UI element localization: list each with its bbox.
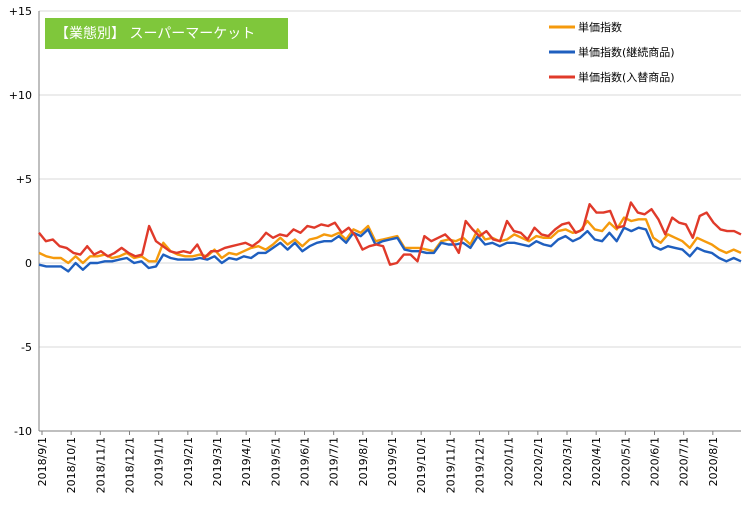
x-tick-label: 2020/6/1: [649, 437, 662, 486]
series-line-1: [38, 216, 742, 265]
title-badge: [45, 18, 288, 49]
x-tick-label: 2018/9/1: [36, 437, 49, 486]
x-tick-label: 2019/6/1: [299, 437, 312, 486]
x-tick-label: 2020/1/1: [503, 437, 516, 486]
legend-label-2: 単価指数(継続商品): [578, 45, 675, 59]
y-tick-label: -5: [21, 341, 32, 354]
x-tick-labels: 2018/9/1 2018/10/1 2018/11/1 2018/12/1 2019/…: [36, 431, 720, 493]
series-line-2: [38, 226, 742, 273]
x-tick-label: 2019/12/1: [474, 437, 487, 493]
x-tick-label: 2019/8/1: [357, 437, 370, 486]
x-tick-label: 2020/5/1: [619, 437, 632, 486]
x-tick-label: 2019/9/1: [386, 437, 399, 486]
x-tick-label: 2019/1/1: [153, 437, 166, 486]
x-tick-label: 2019/2/1: [182, 437, 195, 486]
series-lines: [38, 201, 742, 273]
legend-label-1: 単価指数: [578, 20, 622, 34]
x-tick-label: 2019/7/1: [328, 437, 341, 486]
y-tick-label: +10: [9, 89, 32, 102]
y-tick-labels: +15 +10 +5 0 -5 -10: [9, 5, 32, 438]
x-tick-label: 2018/12/1: [124, 437, 137, 493]
x-tick-label: 2018/11/1: [94, 437, 107, 493]
series-line-3: [38, 201, 742, 266]
x-tick-label: 2020/3/1: [561, 437, 574, 486]
x-tick-label: 2019/5/1: [269, 437, 282, 486]
x-tick-label: 2019/11/1: [444, 437, 457, 493]
x-tick-label: 2020/4/1: [590, 437, 603, 486]
x-tick-label: 2020/8/1: [707, 437, 720, 486]
y-tick-label: +5: [16, 173, 32, 186]
y-tick-label: +15: [9, 5, 32, 18]
x-tick-label: 2020/7/1: [678, 437, 691, 486]
x-tick-label: 2019/4/1: [240, 437, 253, 486]
chart-title: 【業態別】 スーパーマーケット: [55, 26, 255, 42]
y-tick-label: 0: [25, 257, 32, 270]
x-tick-label: 2020/2/1: [532, 437, 545, 486]
y-tick-label: -10: [14, 425, 32, 438]
x-tick-label: 2019/3/1: [211, 437, 224, 486]
x-tick-label: 2018/10/1: [65, 437, 78, 493]
x-tick-label: 2019/10/1: [415, 437, 428, 493]
legend-label-3: 単価指数(入替商品): [578, 70, 675, 84]
